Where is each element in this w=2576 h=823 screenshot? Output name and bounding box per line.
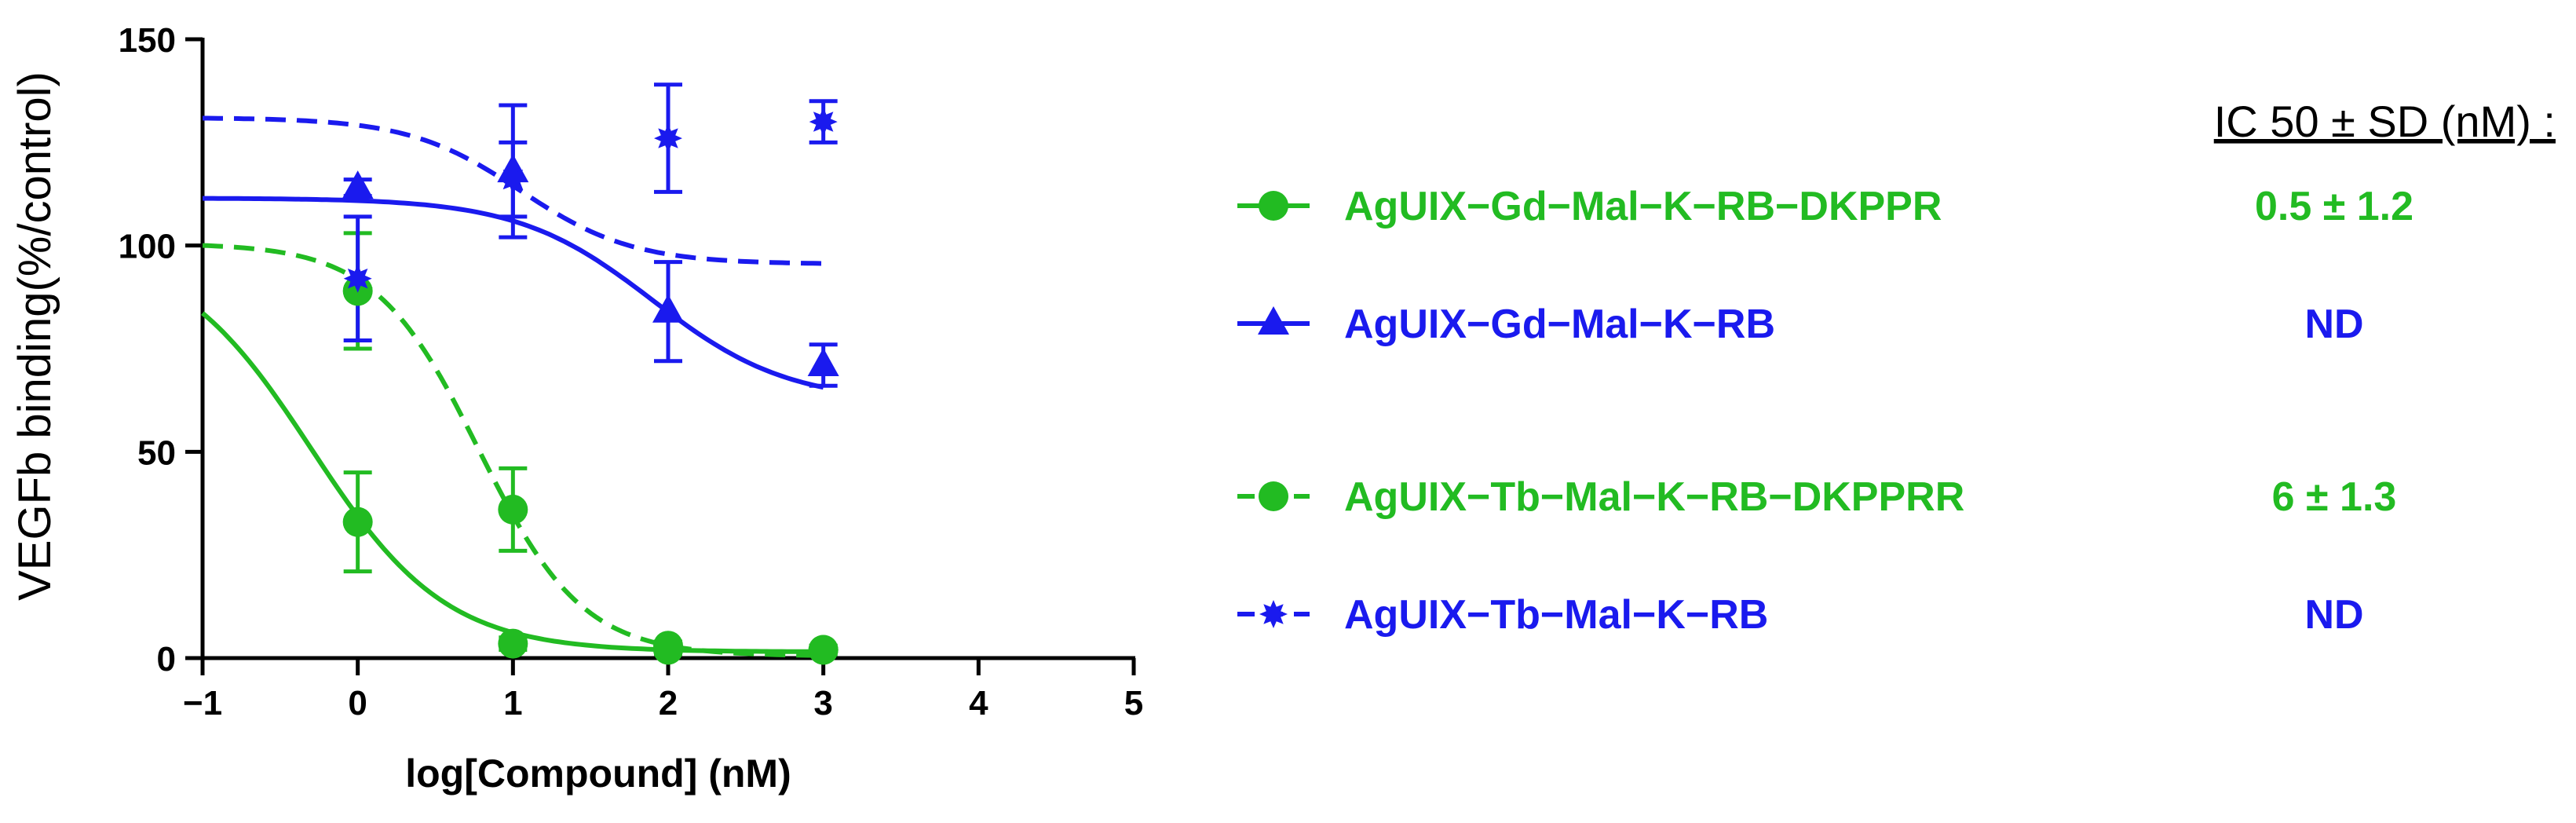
legend-label: AgUIX−Gd−Mal−K−RB — [1344, 302, 1775, 347]
x-tick-label: 1 — [503, 684, 522, 722]
legend-label: AgUIX−Gd−Mal−K−RB−DKPPR — [1344, 184, 1942, 229]
legend-label: AgUIX−Tb−Mal−K−RB−DKPPRR — [1344, 474, 1964, 520]
data-point — [653, 631, 683, 661]
y-tick-label: 50 — [137, 433, 176, 472]
x-tick-label: 2 — [659, 684, 678, 722]
ic50-value: ND — [2304, 592, 2363, 638]
y-tick-label: 100 — [119, 228, 176, 266]
data-point — [342, 507, 373, 537]
fit-curve-series-2 — [202, 243, 824, 658]
ic50-value: ND — [2304, 302, 2363, 347]
data-point — [343, 264, 372, 293]
legend-marker — [1259, 600, 1288, 628]
legend-marker — [1259, 191, 1288, 221]
y-axis-title: VEGFb binding(%/control) — [9, 71, 60, 601]
x-tick-label: 4 — [969, 684, 988, 722]
x-tick-label: 3 — [813, 684, 832, 722]
ic50-header: IC 50 ± SD (nM) : — [2214, 97, 2556, 146]
legend-marker — [1259, 481, 1288, 511]
data-point — [809, 108, 838, 137]
legend: AgUIX−Gd−Mal−K−RB−DKPPR 0.5 ± 1.2 AgUIX−Gd… — [1237, 184, 2413, 638]
x-axis-title: log[Compound] (nM) — [405, 752, 791, 796]
x-tick-label: −1 — [183, 684, 222, 722]
data-point — [499, 165, 528, 194]
ic50-value: 6 ± 1.3 — [2272, 474, 2397, 520]
data-point — [652, 294, 684, 323]
data-point — [807, 348, 839, 377]
x-tick-label: 5 — [1124, 684, 1143, 722]
data-point — [498, 494, 528, 525]
y-tick-label: 150 — [119, 21, 176, 60]
data-point — [654, 124, 682, 153]
legend-label: AgUIX−Tb−Mal−K−RB — [1344, 592, 1768, 638]
data-point — [498, 628, 528, 659]
data-markers — [342, 108, 839, 665]
legend-marker — [1258, 306, 1289, 335]
ic50-value: 0.5 ± 1.2 — [2255, 184, 2413, 229]
data-point — [342, 170, 374, 199]
x-tick-label: 0 — [348, 684, 367, 722]
y-tick-label: 0 — [157, 640, 176, 679]
data-point — [808, 635, 839, 665]
